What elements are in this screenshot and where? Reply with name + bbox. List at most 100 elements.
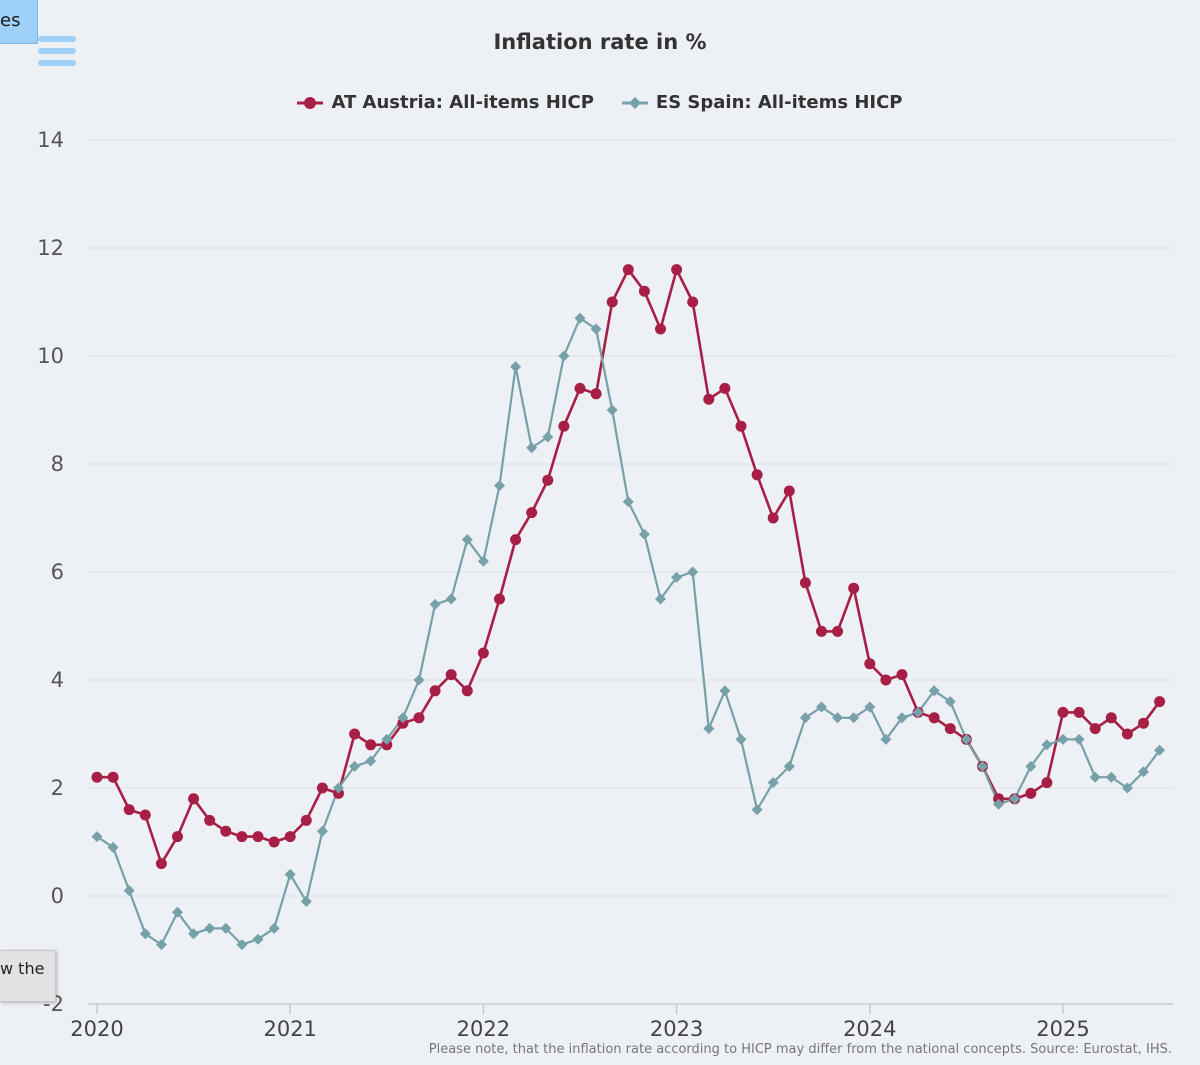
data-point-austria[interactable]	[751, 469, 763, 481]
data-point-spain[interactable]	[91, 831, 103, 843]
data-point-austria[interactable]	[622, 264, 634, 276]
data-point-spain[interactable]	[944, 696, 956, 708]
data-point-spain[interactable]	[1121, 782, 1133, 794]
data-point-spain[interactable]	[703, 723, 715, 735]
data-point-austria[interactable]	[558, 420, 570, 432]
data-point-spain[interactable]	[1041, 739, 1053, 751]
data-point-austria[interactable]	[671, 264, 683, 276]
data-point-austria[interactable]	[928, 712, 940, 724]
data-point-spain[interactable]	[735, 733, 747, 745]
data-point-spain[interactable]	[816, 701, 827, 713]
data-point-austria[interactable]	[880, 674, 892, 686]
data-point-spain[interactable]	[960, 733, 972, 745]
data-point-austria[interactable]	[445, 669, 457, 681]
data-point-austria[interactable]	[316, 782, 328, 794]
data-point-austria[interactable]	[349, 728, 361, 740]
data-point-austria[interactable]	[1041, 777, 1053, 789]
data-point-austria[interactable]	[477, 647, 489, 659]
data-point-austria[interactable]	[107, 771, 119, 783]
data-point-spain[interactable]	[123, 885, 135, 897]
data-point-spain[interactable]	[622, 496, 634, 508]
data-point-spain[interactable]	[510, 361, 522, 373]
data-point-austria[interactable]	[1089, 723, 1101, 735]
data-point-spain[interactable]	[574, 312, 586, 324]
data-point-austria[interactable]	[284, 831, 296, 843]
data-point-spain[interactable]	[655, 593, 666, 605]
data-point-spain[interactable]	[719, 685, 731, 697]
data-point-austria[interactable]	[429, 685, 441, 697]
data-point-spain[interactable]	[687, 566, 699, 578]
data-point-spain[interactable]	[413, 674, 425, 686]
side-tab[interactable]: w the	[0, 950, 56, 1002]
data-point-spain[interactable]	[1009, 793, 1021, 805]
data-point-austria[interactable]	[848, 582, 860, 594]
data-point-spain[interactable]	[1138, 766, 1149, 778]
data-point-austria[interactable]	[155, 858, 167, 870]
data-point-spain[interactable]	[848, 712, 860, 724]
data-point-spain[interactable]	[284, 868, 296, 880]
data-point-spain[interactable]	[767, 777, 779, 789]
data-point-spain[interactable]	[494, 480, 505, 492]
data-point-austria[interactable]	[574, 382, 586, 394]
data-point-austria[interactable]	[944, 723, 956, 735]
data-point-spain[interactable]	[896, 712, 908, 724]
data-point-austria[interactable]	[494, 593, 505, 605]
data-point-austria[interactable]	[461, 685, 473, 697]
data-point-austria[interactable]	[783, 485, 795, 497]
data-point-austria[interactable]	[1105, 712, 1117, 724]
data-point-spain[interactable]	[928, 685, 940, 697]
data-point-spain[interactable]	[606, 404, 618, 416]
data-point-spain[interactable]	[461, 534, 473, 546]
data-point-spain[interactable]	[365, 755, 377, 767]
data-point-austria[interactable]	[268, 836, 280, 848]
data-point-spain[interactable]	[993, 798, 1005, 810]
data-point-austria[interactable]	[590, 388, 602, 400]
data-point-spain[interactable]	[1073, 733, 1085, 745]
data-point-spain[interactable]	[268, 922, 280, 934]
legend-item-spain[interactable]: ES Spain: All-items HICP	[621, 92, 903, 113]
data-point-austria[interactable]	[236, 831, 248, 843]
data-point-austria[interactable]	[767, 512, 779, 524]
data-point-spain[interactable]	[1089, 771, 1101, 783]
data-point-austria[interactable]	[1025, 787, 1037, 799]
data-point-spain[interactable]	[1105, 771, 1117, 783]
data-point-austria[interactable]	[1057, 706, 1069, 718]
data-point-spain[interactable]	[381, 733, 393, 745]
data-point-austria[interactable]	[816, 625, 827, 637]
data-point-austria[interactable]	[542, 474, 554, 486]
data-point-spain[interactable]	[977, 760, 988, 772]
data-point-spain[interactable]	[172, 906, 183, 918]
data-point-austria[interactable]	[413, 712, 425, 724]
data-point-spain[interactable]	[252, 933, 264, 945]
data-point-spain[interactable]	[188, 928, 200, 940]
data-point-spain[interactable]	[397, 712, 409, 724]
data-point-austria[interactable]	[172, 831, 183, 843]
data-point-austria[interactable]	[220, 825, 232, 837]
data-point-austria[interactable]	[719, 382, 731, 394]
data-point-spain[interactable]	[107, 841, 119, 853]
data-point-spain[interactable]	[445, 593, 457, 605]
data-point-austria[interactable]	[606, 296, 618, 308]
data-point-spain[interactable]	[751, 804, 763, 816]
data-point-austria[interactable]	[526, 507, 538, 519]
data-point-austria[interactable]	[139, 809, 151, 821]
data-point-austria[interactable]	[864, 658, 876, 670]
data-point-spain[interactable]	[783, 760, 795, 772]
data-point-austria[interactable]	[300, 814, 312, 826]
data-point-spain[interactable]	[1154, 744, 1166, 756]
data-point-spain[interactable]	[864, 701, 876, 713]
data-point-austria[interactable]	[365, 739, 377, 751]
data-point-austria[interactable]	[510, 534, 522, 546]
data-point-spain[interactable]	[300, 895, 312, 907]
data-point-spain[interactable]	[220, 922, 232, 934]
hamburger-menu-icon[interactable]	[38, 36, 76, 70]
data-point-spain[interactable]	[912, 706, 924, 718]
data-point-spain[interactable]	[333, 782, 344, 794]
data-point-spain[interactable]	[236, 939, 248, 951]
data-point-spain[interactable]	[1025, 760, 1037, 772]
data-point-austria[interactable]	[252, 831, 264, 843]
data-point-spain[interactable]	[349, 760, 361, 772]
data-point-spain[interactable]	[671, 571, 683, 583]
data-point-austria[interactable]	[1154, 696, 1166, 708]
data-point-spain[interactable]	[542, 431, 554, 443]
